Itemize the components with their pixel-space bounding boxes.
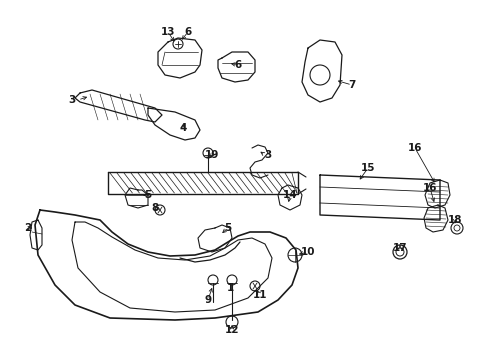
Text: 19: 19: [204, 150, 219, 160]
Text: 15: 15: [360, 163, 374, 173]
Text: 12: 12: [224, 325, 239, 335]
Text: 2: 2: [24, 223, 32, 233]
Text: 18: 18: [447, 215, 461, 225]
Text: 5: 5: [224, 223, 231, 233]
Text: 13: 13: [161, 27, 175, 37]
Text: 8: 8: [151, 203, 158, 213]
Text: 3: 3: [68, 95, 76, 105]
Text: 4: 4: [179, 123, 186, 133]
Text: 9: 9: [204, 295, 211, 305]
Text: 16: 16: [407, 143, 421, 153]
Text: 17: 17: [392, 243, 407, 253]
Text: 16: 16: [422, 183, 436, 193]
Text: 11: 11: [252, 290, 267, 300]
Text: 10: 10: [300, 247, 315, 257]
Text: 5: 5: [144, 190, 151, 200]
Text: 3: 3: [264, 150, 271, 160]
Text: 1: 1: [226, 283, 233, 293]
Text: 7: 7: [347, 80, 355, 90]
Text: 14: 14: [282, 190, 297, 200]
Text: 6: 6: [234, 60, 241, 70]
Text: 6: 6: [184, 27, 191, 37]
